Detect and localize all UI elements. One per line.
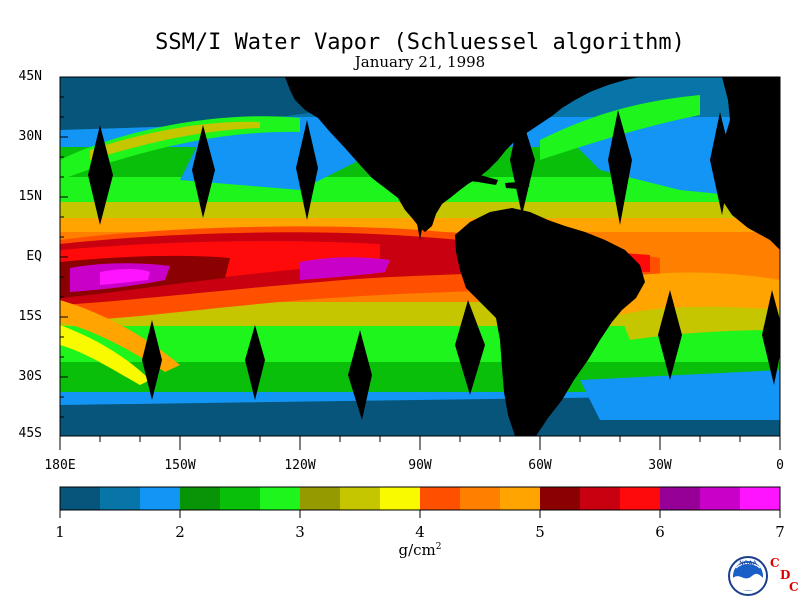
noaa-logo (728, 556, 768, 596)
colorbar-swatch (140, 487, 181, 510)
colorbar-label-6: 6 (655, 523, 665, 541)
colorbar-swatch (660, 487, 701, 510)
colorbar-swatch (540, 487, 581, 510)
lon-label-30w: 30W (648, 458, 672, 473)
vapor-field (60, 77, 780, 436)
colorbar-swatch (460, 487, 501, 510)
noaa-logo-text: NOAA (739, 560, 757, 567)
colorbar-swatch (180, 487, 221, 510)
lat-label-30s: 30S (18, 369, 42, 384)
lon-label-120w: 120W (284, 458, 316, 473)
cdc-letter-2: D (780, 568, 791, 582)
colorbar-swatch (340, 487, 381, 510)
colorbar-label-1: 1 (55, 523, 65, 541)
lon-label-60w: 60W (528, 458, 552, 473)
colorbar-swatch (60, 487, 101, 510)
cdc-letter-3: C (789, 580, 799, 594)
colorbar-label-4: 4 (415, 523, 425, 541)
units-exponent: 2 (435, 542, 442, 552)
colorbar-ticks (59, 510, 781, 518)
lon-ticks (59, 436, 781, 450)
colorbar-label-2: 2 (175, 523, 185, 541)
colorbar-swatch (260, 487, 301, 510)
colorbar-swatch (500, 487, 541, 510)
landmasses (285, 77, 780, 436)
lat-label-15s: 15S (18, 309, 42, 324)
colorbar-label-7: 7 (775, 523, 785, 541)
lat-label-15n: 15N (18, 189, 42, 204)
lon-label-90w: 90W (408, 458, 432, 473)
colorbar (59, 486, 781, 511)
lon-label-150w: 150W (164, 458, 196, 473)
lat-label-30n: 30N (18, 129, 42, 144)
colorbar-swatch (380, 487, 421, 510)
colorbar-label-3: 3 (295, 523, 305, 541)
lat-label-45n: 45N (18, 69, 42, 84)
colorbar-swatch (420, 487, 461, 510)
swath-gaps (88, 110, 780, 420)
cdc-letter-1: C (770, 556, 780, 570)
units-text: g/cm (398, 541, 436, 559)
lon-label-180e: 180E (44, 458, 76, 473)
colorbar-swatch (100, 487, 141, 510)
lon-label-0: 0 (776, 458, 784, 473)
colorbar-swatch (580, 487, 621, 510)
colorbar-swatch (220, 487, 261, 510)
colorbar-units: g/cm2 (370, 541, 470, 559)
map-date: January 21, 1998 (354, 53, 486, 71)
colorbar-swatch (700, 487, 741, 510)
colorbar-swatch (740, 487, 781, 510)
colorbar-swatch (300, 487, 341, 510)
map-title: SSM/I Water Vapor (Schluessel algorithm) (155, 30, 685, 55)
colorbar-swatch (620, 487, 661, 510)
colorbar-label-5: 5 (535, 523, 545, 541)
lat-ticks (60, 76, 68, 437)
lat-label-45s: 45S (18, 426, 42, 441)
lat-label-eq: EQ (26, 249, 42, 264)
